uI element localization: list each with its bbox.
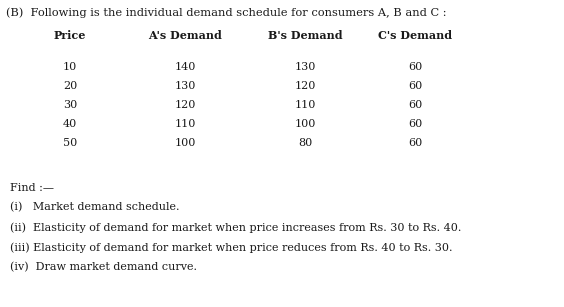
Text: 60: 60 xyxy=(408,62,422,72)
Text: (i)   Market demand schedule.: (i) Market demand schedule. xyxy=(10,202,179,212)
Text: 110: 110 xyxy=(294,100,316,110)
Text: 120: 120 xyxy=(174,100,196,110)
Text: 60: 60 xyxy=(408,100,422,110)
Text: 60: 60 xyxy=(408,81,422,91)
Text: 120: 120 xyxy=(294,81,316,91)
Text: 110: 110 xyxy=(174,119,196,129)
Text: 60: 60 xyxy=(408,138,422,148)
Text: Find :—: Find :— xyxy=(10,183,54,193)
Text: 100: 100 xyxy=(294,119,316,129)
Text: 10: 10 xyxy=(63,62,77,72)
Text: 130: 130 xyxy=(174,81,196,91)
Text: A's Demand: A's Demand xyxy=(148,30,222,41)
Text: (iii) Elasticity of demand for market when price reduces from Rs. 40 to Rs. 30.: (iii) Elasticity of demand for market wh… xyxy=(10,242,452,253)
Text: 140: 140 xyxy=(174,62,196,72)
Text: 80: 80 xyxy=(298,138,312,148)
Text: 100: 100 xyxy=(174,138,196,148)
Text: 60: 60 xyxy=(408,119,422,129)
Text: (iv)  Draw market demand curve.: (iv) Draw market demand curve. xyxy=(10,262,197,272)
Text: 130: 130 xyxy=(294,62,316,72)
Text: (ii)  Elasticity of demand for market when price increases from Rs. 30 to Rs. 40: (ii) Elasticity of demand for market whe… xyxy=(10,222,461,233)
Text: B's Demand: B's Demand xyxy=(268,30,342,41)
Text: 20: 20 xyxy=(63,81,77,91)
Text: 30: 30 xyxy=(63,100,77,110)
Text: C's Demand: C's Demand xyxy=(378,30,452,41)
Text: Price: Price xyxy=(54,30,86,41)
Text: (B)  Following is the individual demand schedule for consumers A, B and C :: (B) Following is the individual demand s… xyxy=(6,7,447,17)
Text: 40: 40 xyxy=(63,119,77,129)
Text: 50: 50 xyxy=(63,138,77,148)
